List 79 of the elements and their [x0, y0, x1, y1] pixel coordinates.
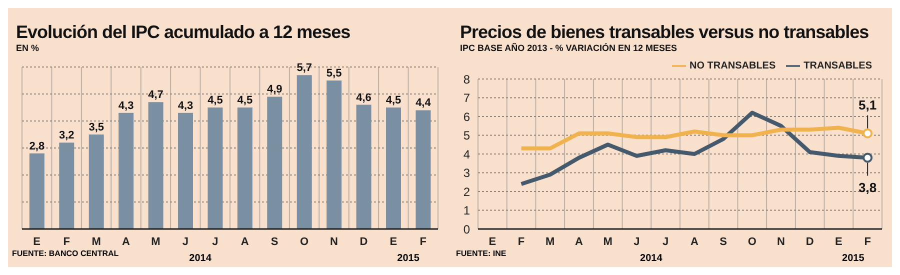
x-tick-label: S — [720, 236, 727, 248]
bar — [118, 112, 134, 229]
bar — [178, 112, 193, 229]
x-tick-label: O — [748, 236, 757, 248]
data-label: 4,9 — [266, 84, 282, 96]
legend-label: NO TRANSABLES — [690, 60, 776, 72]
x-tick-label: J — [212, 236, 218, 248]
x-tick-label: E — [488, 236, 496, 248]
bar — [356, 104, 372, 229]
x-tick-label: J — [662, 236, 669, 248]
data-label: 4,7 — [148, 89, 164, 102]
bar — [237, 108, 252, 229]
x-tick-label: M — [92, 236, 101, 248]
y-tick-label: 1 — [463, 204, 470, 218]
y-tick-label: 0 — [463, 222, 470, 236]
data-label: 4,5 — [208, 94, 223, 106]
bar — [148, 102, 164, 229]
bar — [386, 108, 401, 229]
x-tick-label: M — [603, 236, 612, 248]
data-label: 4,3 — [118, 100, 134, 112]
y-tick-label: 6 — [463, 110, 470, 124]
text: 2015 — [396, 253, 420, 264]
x-tick-label: M — [546, 236, 555, 248]
y-tick-label: 8 — [463, 72, 470, 86]
legend-label: TRANSABLES — [804, 60, 872, 72]
x-tick-label: N — [777, 236, 786, 248]
x-tick-label: F — [63, 236, 70, 248]
data-label: 4,6 — [356, 92, 372, 104]
source-note: FUENTE: BANCO CENTRAL — [12, 249, 119, 258]
data-label: 5,7 — [296, 62, 312, 74]
data-label: 3,8 — [858, 180, 877, 195]
data-label: 5,5 — [326, 68, 342, 80]
bar — [208, 108, 223, 229]
bar — [416, 110, 431, 229]
data-label: 4,5 — [237, 94, 253, 106]
bar — [326, 80, 342, 229]
bar — [59, 142, 74, 229]
y-tick-label: 2 — [463, 184, 470, 199]
text: 2014 — [639, 253, 664, 264]
text: 2015 — [841, 253, 866, 264]
data-label: 3,5 — [88, 122, 104, 134]
x-tick-label: F — [420, 236, 427, 248]
x-tick-label: F — [864, 236, 872, 248]
data-label: 4,5 — [386, 94, 402, 106]
x-tick-label: J — [182, 236, 188, 248]
bar — [296, 75, 312, 229]
data-label: 4,3 — [178, 100, 194, 112]
x-tick-label: E — [835, 236, 842, 248]
x-tick-label: E — [33, 236, 41, 248]
x-tick-label: A — [122, 236, 130, 248]
x-tick-label: D — [360, 236, 368, 248]
source-note: FUENTE: INE — [456, 249, 506, 258]
bar — [88, 134, 104, 229]
data-label: 3,2 — [58, 130, 74, 142]
x-tick-label: F — [518, 236, 525, 248]
bar — [267, 96, 282, 229]
chart-subtitle: EN % — [16, 43, 40, 53]
data-label: 4,4 — [416, 97, 432, 110]
y-tick-label: 5 — [463, 128, 470, 143]
y-tick-label: 7 — [463, 91, 470, 106]
text: 2014 — [188, 253, 212, 264]
chart-title: Precios de bienes transables versus no transables — [460, 22, 870, 43]
bar — [29, 153, 44, 229]
x-tick-label: A — [575, 236, 584, 248]
y-tick-label: 3 — [463, 166, 470, 180]
x-tick-label: O — [300, 236, 310, 248]
chart-title: Evolución del IPC acumulado a 12 meses — [16, 22, 352, 43]
x-tick-label: M — [151, 236, 160, 248]
x-tick-label: S — [270, 236, 278, 248]
data-label: 5,1 — [858, 97, 877, 112]
x-tick-label: D — [806, 236, 814, 248]
y-tick-label: 4 — [463, 147, 470, 162]
x-tick-label: A — [240, 236, 249, 248]
x-tick-label: J — [634, 236, 640, 248]
x-tick-label: A — [690, 236, 698, 248]
x-tick-label: N — [330, 236, 338, 248]
chart-subtitle: IPC BASE AÑO 2013 - % VARIACIÓN EN 12 MESES — [460, 43, 678, 53]
x-tick-label: E — [390, 236, 398, 248]
data-label: 2,8 — [29, 140, 45, 152]
